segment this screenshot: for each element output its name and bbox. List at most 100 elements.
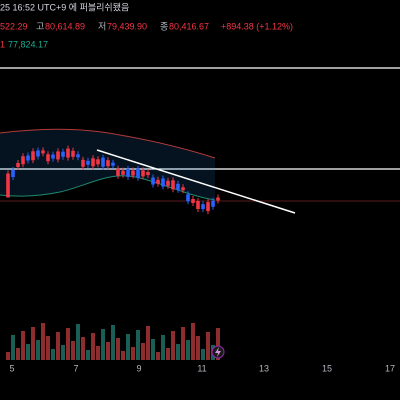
x-tick-label: 17 <box>385 363 395 373</box>
x-tick-label: 9 <box>136 363 141 373</box>
candle-body <box>161 178 165 187</box>
candle-body <box>216 197 220 201</box>
candle-body <box>206 202 210 212</box>
volume-bar <box>11 335 15 360</box>
open-tail: 522.29 <box>0 21 28 31</box>
candle-body <box>66 148 70 158</box>
low: 79,439.90 <box>107 21 147 31</box>
candle-body <box>126 168 130 177</box>
volume-bar <box>101 329 105 360</box>
change: +894.38 (+1.12%) <box>221 21 293 31</box>
candle-body <box>181 187 185 191</box>
trend-line <box>96 149 296 214</box>
candle-body <box>131 170 135 176</box>
candle-body <box>56 151 60 160</box>
candle-body <box>196 201 200 209</box>
indicator-value: 77,824.17 <box>8 39 48 49</box>
volume-bar <box>31 327 35 360</box>
candle-body <box>116 168 120 176</box>
x-tick-label: 7 <box>73 363 78 373</box>
event-bolt <box>215 347 221 357</box>
volume-bar <box>26 344 30 360</box>
candle-body <box>86 160 90 165</box>
volume-bar <box>16 348 20 360</box>
candle-body <box>6 173 10 198</box>
x-tick-label: 15 <box>322 363 332 373</box>
volume-bar <box>151 339 155 360</box>
candle-body <box>26 155 30 161</box>
candle-body <box>156 179 160 184</box>
volume-bar <box>126 334 130 360</box>
volume-bar <box>176 344 180 360</box>
candle-body <box>61 151 65 157</box>
low-label: 저 <box>98 21 106 31</box>
candle-body <box>146 172 150 176</box>
volume-bar <box>56 332 60 360</box>
volume-bar <box>206 332 210 360</box>
candle-body <box>136 168 140 178</box>
candle-body <box>191 199 195 203</box>
volume-bar <box>196 336 200 360</box>
x-tick-label: 13 <box>259 363 269 373</box>
candle-body <box>41 150 45 154</box>
volume-bar <box>6 352 10 360</box>
candle-body <box>21 156 25 165</box>
candle-body <box>121 170 125 175</box>
volume-bar <box>141 343 145 360</box>
candle-body <box>171 180 175 190</box>
candle-body <box>31 151 35 161</box>
volume-bar <box>131 347 135 360</box>
high: 80,614.89 <box>45 21 85 31</box>
candle-body <box>141 170 145 177</box>
candle-body <box>106 160 110 167</box>
volume-bar <box>111 325 115 360</box>
candle-body <box>211 200 215 207</box>
candle-body <box>111 162 115 166</box>
volume-bar <box>181 327 185 360</box>
x-tick-label: 11 <box>197 363 206 373</box>
volume-bar <box>121 351 125 360</box>
volume-bar <box>81 337 85 360</box>
volume-bar <box>136 330 140 360</box>
candle-body <box>51 154 55 159</box>
candle-body <box>16 163 20 167</box>
x-tick-label: 5 <box>9 363 14 373</box>
volume-bar <box>61 345 65 360</box>
candle-body <box>166 180 170 186</box>
volume-bar <box>116 338 120 360</box>
volume-bar <box>71 341 75 360</box>
volume-bar <box>106 342 110 360</box>
band-lower <box>0 175 216 201</box>
close: 80,416.67 <box>169 21 209 31</box>
volume-bar <box>86 350 90 360</box>
candle-body <box>91 158 95 167</box>
published: 25 16:52 UTC+9 에 퍼블리쉬됐음 <box>0 1 129 12</box>
candle-body <box>46 154 50 162</box>
volume-bar <box>66 328 70 360</box>
volume-bar <box>46 336 50 360</box>
candle-body <box>186 194 190 202</box>
volume-bar <box>41 323 45 360</box>
volume-bar <box>161 335 165 360</box>
volume-bar <box>191 323 195 360</box>
volume-bar <box>186 340 190 360</box>
volume-bar <box>21 331 25 360</box>
candle-body <box>101 157 105 167</box>
candle-body <box>81 159 85 167</box>
candle-body <box>201 204 205 210</box>
high-label: 고 <box>36 21 44 31</box>
volume-bar <box>91 333 95 360</box>
candle-body <box>11 170 15 177</box>
candle-body <box>96 159 100 165</box>
candle-body <box>36 150 40 157</box>
candle-body <box>176 183 180 190</box>
candle-body <box>76 154 80 158</box>
indicator-prefix: 1 <box>0 39 5 49</box>
volume-bar <box>156 352 160 360</box>
candle-body <box>71 150 75 157</box>
volume-bar <box>171 331 175 360</box>
candle-body <box>151 177 155 185</box>
volume-bar <box>166 348 170 360</box>
volume-bar <box>36 340 40 360</box>
